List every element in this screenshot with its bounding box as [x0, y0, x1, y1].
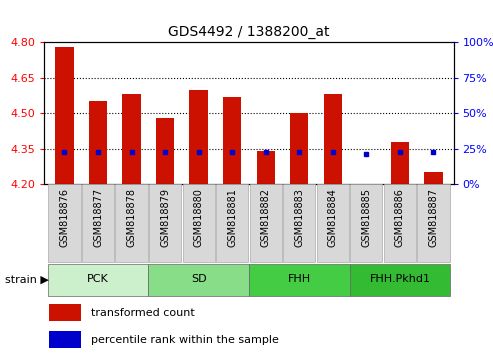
FancyBboxPatch shape — [350, 184, 383, 262]
Text: GSM818883: GSM818883 — [294, 188, 304, 247]
FancyBboxPatch shape — [384, 184, 416, 262]
Bar — [49, 331, 81, 348]
Text: GSM818877: GSM818877 — [93, 188, 103, 247]
Text: PCK: PCK — [87, 274, 109, 284]
Text: GSM818886: GSM818886 — [395, 188, 405, 247]
Text: GSM818881: GSM818881 — [227, 188, 237, 247]
Text: GSM818876: GSM818876 — [60, 188, 70, 247]
Text: GSM818878: GSM818878 — [127, 188, 137, 247]
FancyBboxPatch shape — [82, 184, 114, 262]
Bar — [390, 142, 409, 184]
FancyBboxPatch shape — [149, 184, 181, 262]
Text: GSM818884: GSM818884 — [328, 188, 338, 247]
Bar — [49, 304, 81, 321]
Text: percentile rank within the sample: percentile rank within the sample — [91, 335, 279, 345]
Text: SD: SD — [191, 274, 207, 284]
Text: GSM818882: GSM818882 — [261, 188, 271, 247]
Bar — [156, 118, 175, 184]
Text: FHH: FHH — [288, 274, 311, 284]
FancyBboxPatch shape — [283, 184, 316, 262]
Text: transformed count: transformed count — [91, 308, 195, 318]
Text: strain ▶: strain ▶ — [5, 275, 49, 285]
Text: GSM818880: GSM818880 — [194, 188, 204, 247]
Bar — [323, 95, 342, 184]
FancyBboxPatch shape — [249, 264, 350, 296]
FancyBboxPatch shape — [182, 184, 215, 262]
FancyBboxPatch shape — [317, 184, 349, 262]
FancyBboxPatch shape — [249, 184, 282, 262]
Bar — [55, 47, 74, 184]
FancyBboxPatch shape — [350, 264, 450, 296]
Text: GSM818879: GSM818879 — [160, 188, 170, 247]
Title: GDS4492 / 1388200_at: GDS4492 / 1388200_at — [168, 25, 330, 39]
Bar — [424, 172, 443, 184]
Text: GSM818887: GSM818887 — [428, 188, 438, 247]
Bar — [256, 151, 275, 184]
FancyBboxPatch shape — [216, 184, 248, 262]
Bar — [89, 102, 107, 184]
FancyBboxPatch shape — [48, 184, 80, 262]
FancyBboxPatch shape — [48, 264, 148, 296]
Bar — [122, 95, 141, 184]
Bar — [357, 184, 376, 198]
FancyBboxPatch shape — [418, 184, 450, 262]
Bar — [189, 90, 208, 184]
Text: GSM818885: GSM818885 — [361, 188, 371, 247]
Text: FHH.Pkhd1: FHH.Pkhd1 — [369, 274, 430, 284]
Bar — [290, 113, 309, 184]
FancyBboxPatch shape — [115, 184, 148, 262]
Bar — [223, 97, 242, 184]
FancyBboxPatch shape — [148, 264, 249, 296]
